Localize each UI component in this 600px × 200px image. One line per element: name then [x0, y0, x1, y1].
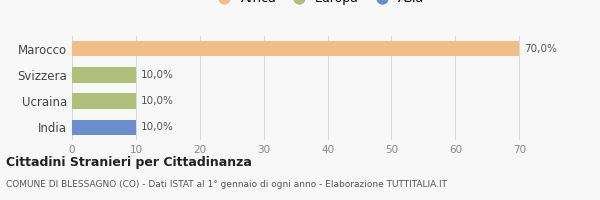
Legend: Africa, Europa, Asia: Africa, Europa, Asia — [208, 0, 428, 9]
Text: 10,0%: 10,0% — [141, 96, 174, 106]
Bar — [72, 93, 136, 109]
Text: 10,0%: 10,0% — [141, 122, 174, 132]
Text: 70,0%: 70,0% — [524, 44, 557, 54]
Bar — [72, 67, 136, 83]
Text: Cittadini Stranieri per Cittadinanza: Cittadini Stranieri per Cittadinanza — [6, 156, 252, 169]
Bar — [72, 41, 519, 56]
Text: COMUNE DI BLESSAGNO (CO) - Dati ISTAT al 1° gennaio di ogni anno - Elaborazione : COMUNE DI BLESSAGNO (CO) - Dati ISTAT al… — [6, 180, 447, 189]
Text: 10,0%: 10,0% — [141, 70, 174, 80]
Bar — [72, 120, 136, 135]
